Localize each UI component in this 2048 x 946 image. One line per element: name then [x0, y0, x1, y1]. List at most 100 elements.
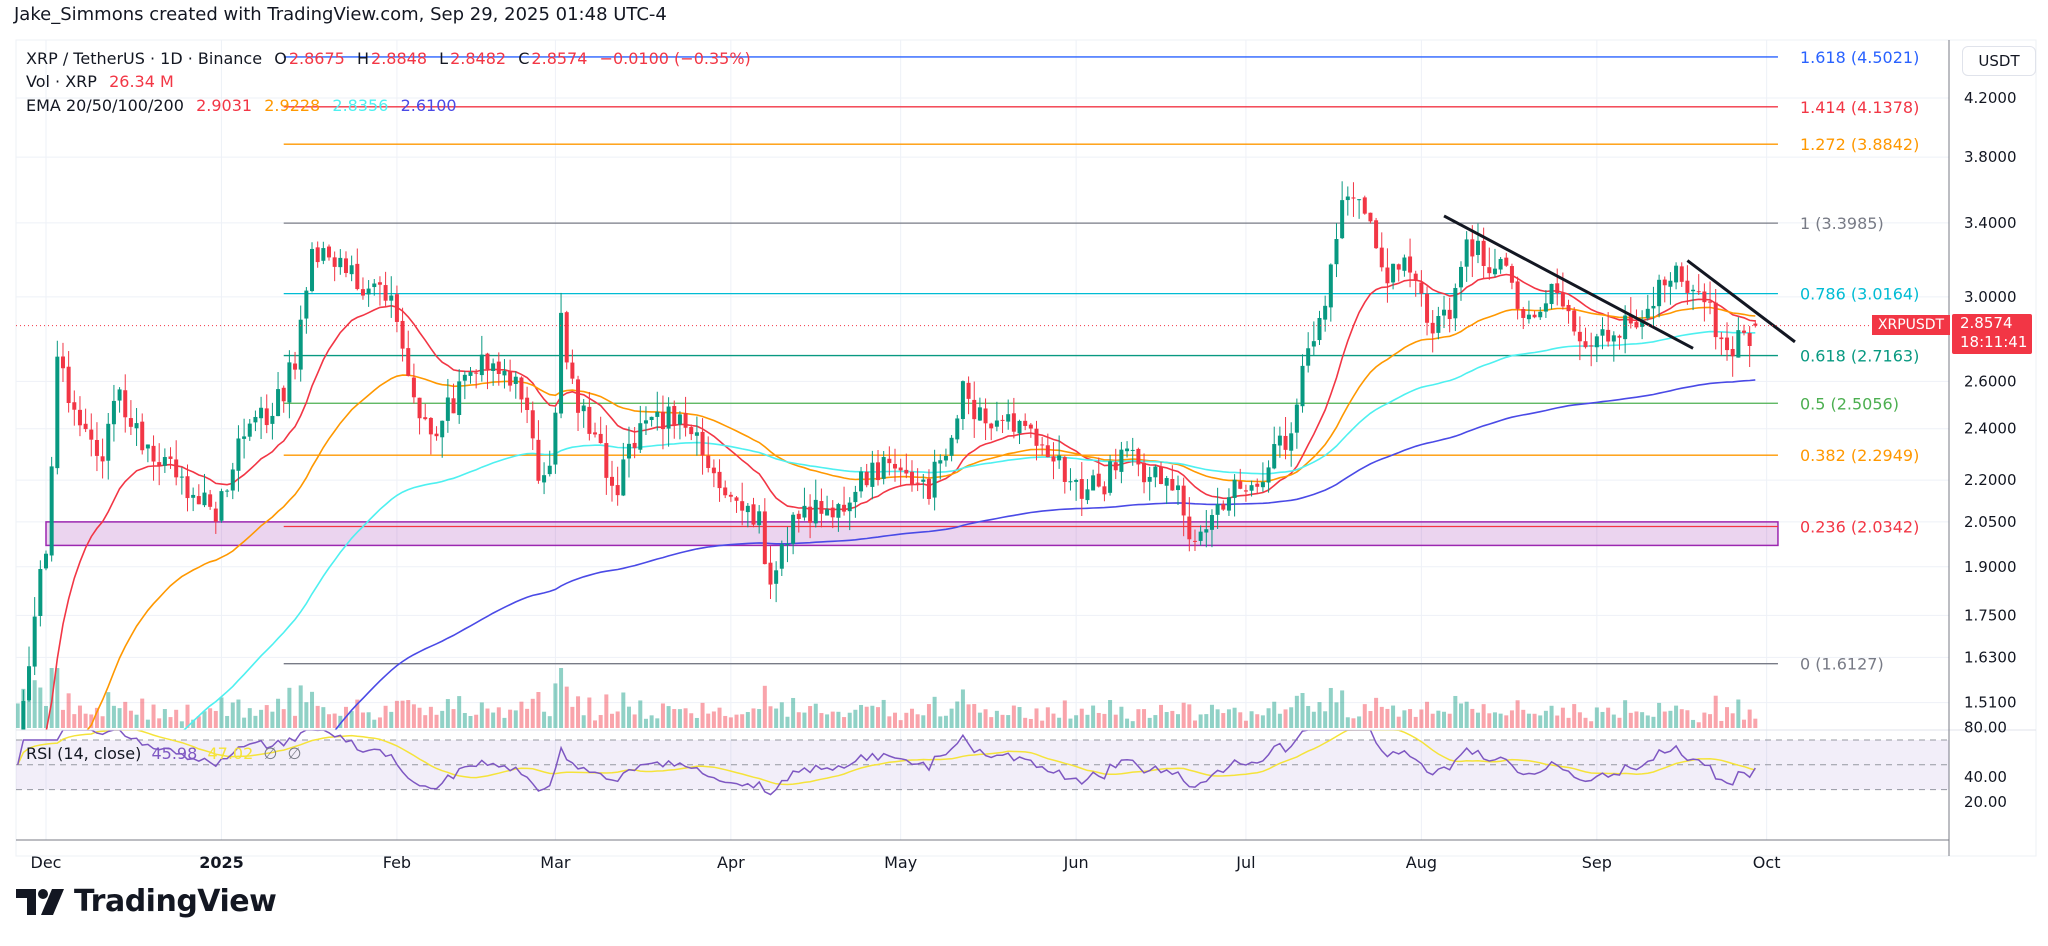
volume-bar: [1543, 710, 1548, 728]
candle-body: [1187, 516, 1192, 540]
candle-body: [474, 372, 479, 374]
time-axis[interactable]: Dec 2025 Feb Mar Apr May Jun Jul Aug Sep Oct: [31, 853, 1781, 872]
candle-body: [55, 356, 60, 469]
volume-bar: [1396, 716, 1401, 728]
volume-bar: [1674, 705, 1679, 728]
volume-legend[interactable]: Vol · XRP 26.34 M: [26, 72, 176, 91]
candle-body: [479, 354, 484, 376]
candle-body: [1051, 456, 1056, 462]
volume-bar: [813, 703, 818, 728]
currency-button[interactable]: USDT: [1962, 46, 2036, 76]
candle-body: [1425, 293, 1430, 323]
candle-body: [1521, 309, 1526, 318]
volume-bar: [842, 717, 847, 728]
fibonacci-levels: 1.618 (4.5021) 1.414 (4.1378) 1.272 (3.884…: [283, 48, 1919, 674]
candle-body: [1396, 264, 1401, 270]
volume-bar: [643, 718, 648, 728]
candle-body: [1176, 485, 1180, 491]
volume-bar: [168, 717, 173, 728]
fib-level-label: 0.382 (2.2949): [1800, 446, 1919, 465]
ema-label: EMA 20/50/100/200: [26, 96, 184, 115]
volume-bar: [496, 707, 501, 728]
symbol-name[interactable]: XRP / TetherUS · 1D · Binance: [26, 49, 263, 68]
volume-bar: [519, 701, 524, 728]
time-tick-label: Jul: [1235, 853, 1255, 872]
volume-bar: [394, 700, 399, 728]
volume-bar: [400, 700, 405, 728]
volume-bar: [1702, 712, 1707, 728]
rsi-legend[interactable]: RSI (14, close) 45.98 47.02 ∅ ∅: [26, 744, 302, 763]
candle-body: [1289, 433, 1294, 451]
candle-body: [1719, 337, 1724, 340]
candle-body: [660, 411, 665, 430]
candle-body: [717, 471, 722, 489]
candle-body: [287, 362, 292, 403]
volume-bar: [972, 704, 977, 728]
volume-bar: [1340, 690, 1345, 728]
volume-bar: [1379, 706, 1384, 728]
candle-body: [1583, 341, 1588, 348]
volume-bar: [734, 714, 739, 728]
fib-level-label: 1.618 (4.5021): [1800, 48, 1919, 67]
low-label: L: [439, 49, 449, 68]
volume-bar: [1747, 709, 1752, 728]
price-tick-label: 3.4000: [1964, 214, 2017, 232]
candle-body: [332, 257, 337, 267]
candle-body: [123, 390, 128, 418]
candle-body: [853, 491, 858, 503]
candle-body: [1345, 196, 1350, 201]
candle-body: [859, 471, 864, 492]
candle-body: [185, 476, 190, 499]
ema-legend[interactable]: EMA 20/50/100/200 2.9031 2.9228 2.8356 2…: [26, 96, 459, 115]
volume-bar: [1623, 700, 1628, 728]
candle-body: [977, 407, 982, 421]
volume-bar: [1334, 702, 1339, 728]
price-axis[interactable]: 4.2000 3.8000 3.4000 3.0000 2.6000 2.4000 2.20…: [1964, 89, 2017, 811]
volume-bar: [898, 720, 903, 728]
candle-body: [445, 397, 450, 421]
tradingview-logo[interactable]: TradingView: [16, 884, 277, 919]
candle-body: [21, 701, 26, 730]
candle-body: [632, 442, 637, 449]
volume-bar: [457, 696, 462, 728]
volume-bar: [406, 700, 411, 728]
time-tick-label: Jun: [1063, 853, 1089, 872]
candle-body: [904, 469, 909, 474]
volume-bar: [44, 705, 48, 728]
candle-body: [327, 246, 331, 258]
volume-bar: [1351, 718, 1356, 728]
candle-body: [315, 247, 320, 263]
candle-body: [134, 423, 139, 429]
candle-body: [1492, 268, 1497, 275]
volume-bar: [140, 698, 145, 728]
volume-bar: [530, 698, 535, 728]
time-tick-label: Mar: [540, 853, 571, 872]
volume-bar: [1606, 707, 1611, 728]
volume-bar: [1289, 707, 1294, 728]
candle-body: [1362, 197, 1367, 214]
fib-level-label: 0 (1.6127): [1800, 655, 1884, 674]
candle-body: [225, 490, 230, 492]
candle-body: [1136, 448, 1141, 465]
trendlines[interactable]: [1443, 214, 1796, 350]
volume-bar: [921, 715, 926, 728]
volume-bar: [287, 687, 292, 728]
volume-bar: [1555, 715, 1560, 728]
tradingview-logo-icon: [16, 888, 64, 915]
volume-bar: [1170, 710, 1175, 728]
trendline: [1443, 214, 1694, 350]
volume-bar: [1136, 709, 1141, 728]
candle-body: [1657, 279, 1662, 307]
candle-body: [723, 487, 728, 496]
volume-bar: [994, 710, 999, 728]
candle-body: [1147, 476, 1152, 482]
volume-bar: [1209, 704, 1214, 728]
volume-bar: [321, 707, 326, 728]
candle-body: [468, 372, 473, 376]
candle-body: [1198, 531, 1203, 541]
volume-bar: [1736, 699, 1741, 728]
volume-bar: [242, 717, 247, 728]
volume-bar: [1192, 720, 1197, 728]
